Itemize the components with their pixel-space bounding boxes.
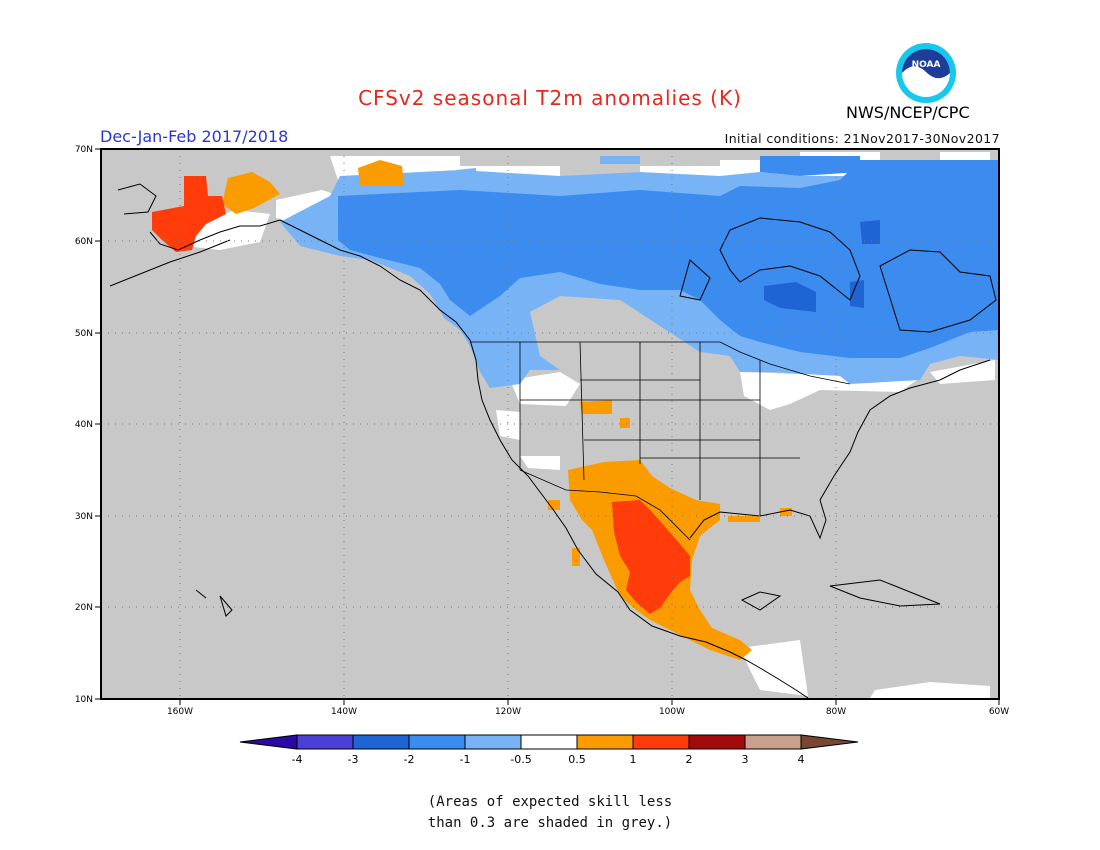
initial-conditions-label: Initial conditions: 21Nov2017-30Nov2017 (724, 131, 1000, 146)
season-label: Dec-Jan-Feb 2017/2018 (100, 127, 289, 146)
agency-label: NWS/NCEP/CPC (846, 103, 970, 122)
colorbar-label: 3 (742, 753, 749, 766)
dark-blue-anomaly-regions (764, 220, 880, 312)
colorbar-arrow-right (800, 734, 859, 750)
lon-label: 160W (167, 707, 193, 717)
coastlines (109, 183, 997, 699)
blue-anomaly-regions (338, 156, 999, 358)
lon-label: 100W (659, 707, 685, 717)
temperature-anomaly-map: 160W 140W 120W 100W 80W 60W 70N 60N 50N … (75, 145, 1009, 717)
colorbar-swatch (464, 734, 522, 750)
colorbar-label: 2 (686, 753, 693, 766)
colorbar-swatch (520, 734, 578, 750)
colorbar-label: -1 (460, 753, 471, 766)
colorbar-swatch (296, 734, 354, 750)
political-borders (470, 341, 851, 541)
colorbar-swatch (688, 734, 746, 750)
colorbar-swatch (744, 734, 802, 750)
skill-note-line: than 0.3 are shaded in grey.) (427, 815, 673, 831)
colorbar-swatch (576, 734, 634, 750)
map-gridlines (101, 149, 999, 699)
map-ticks (95, 148, 1000, 705)
red-anomaly-regions (152, 176, 690, 614)
logo-text: NOAA (912, 60, 941, 70)
colorbar-swatch (408, 734, 466, 750)
lon-label: 120W (495, 707, 521, 717)
skill-note-line: (Areas of expected skill less (427, 794, 673, 810)
lat-label: 20N (75, 603, 93, 613)
lon-label: 60W (989, 707, 1009, 717)
skill-note: (Areas of expected skill less than 0.3 a… (0, 792, 1100, 834)
colorbar-swatch (632, 734, 690, 750)
lat-label: 30N (75, 512, 93, 522)
lat-label: 10N (75, 695, 93, 705)
noaa-logo: NOAA (896, 43, 956, 103)
colorbar-label: -4 (292, 753, 303, 766)
colorbar-label: -2 (404, 753, 415, 766)
colorbar-arrow-left (239, 734, 298, 750)
lat-label: 40N (75, 420, 93, 430)
colorbar-label: 0.5 (568, 753, 586, 766)
lon-label: 140W (331, 707, 357, 717)
lat-label: 60N (75, 237, 93, 247)
lat-label: 70N (75, 145, 93, 155)
colorbar-label: 4 (798, 753, 805, 766)
colorbar-legend: -4 -3 -2 -1 -0.5 0.5 1 2 3 4 (239, 734, 859, 766)
colorbar-label: -3 (348, 753, 359, 766)
lon-label: 80W (826, 707, 846, 717)
colorbar-label: -0.5 (510, 753, 531, 766)
colorbar-label: 1 (630, 753, 637, 766)
lat-label: 50N (75, 329, 93, 339)
map-title: CFSv2 seasonal T2m anomalies (K) (358, 86, 742, 110)
colorbar-swatch (352, 734, 410, 750)
